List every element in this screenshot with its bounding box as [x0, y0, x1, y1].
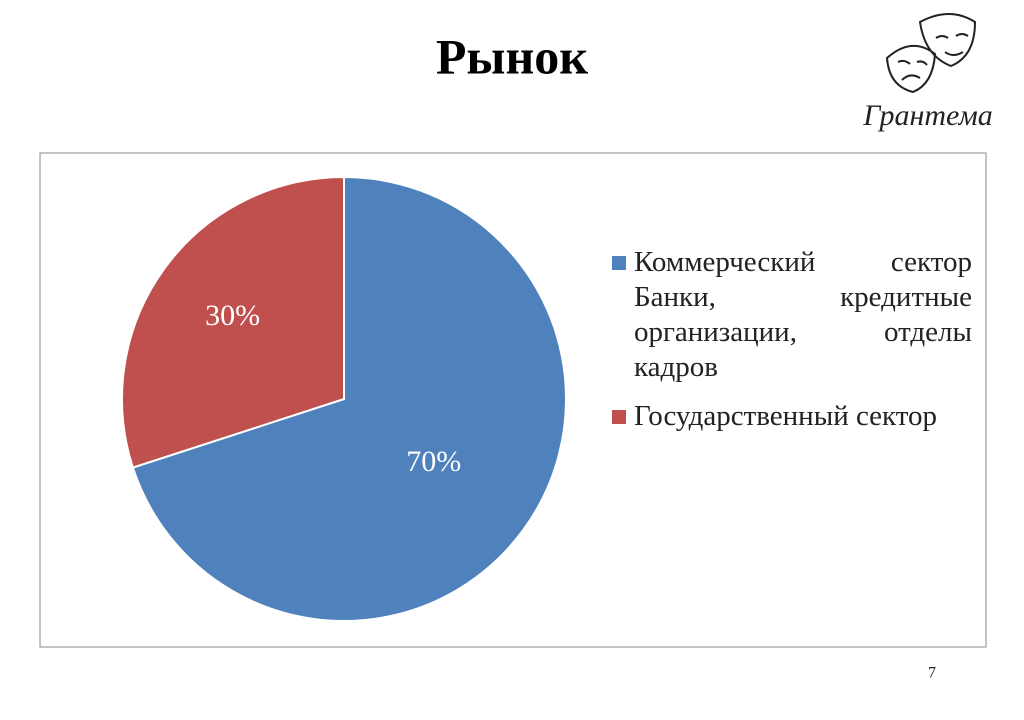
- legend-item: Государственный сектор: [610, 399, 972, 434]
- mask-icon: [885, 45, 937, 94]
- legend-swatch: [612, 410, 626, 424]
- pie-slice: [121, 175, 345, 469]
- mask-icon: [918, 13, 977, 68]
- logo: [885, 13, 977, 94]
- mask-features: [897, 33, 969, 81]
- legend-label: Коммерческий сектор Банки, кредитные орг…: [634, 246, 972, 383]
- data-label: 30%: [205, 299, 260, 332]
- legend-item: Коммерческий сектор Банки, кредитные орг…: [610, 245, 972, 385]
- page-number: 7: [928, 665, 936, 682]
- legend-label: Государственный сектор: [634, 400, 938, 432]
- legend: Коммерческий сектор Банки, кредитные орг…: [610, 245, 972, 448]
- data-label: 70%: [406, 445, 461, 478]
- pie-slice: [131, 175, 567, 622]
- legend-swatch: [612, 256, 626, 270]
- chart-title: Рынок: [436, 28, 588, 84]
- logo-text: Грантема: [862, 99, 993, 132]
